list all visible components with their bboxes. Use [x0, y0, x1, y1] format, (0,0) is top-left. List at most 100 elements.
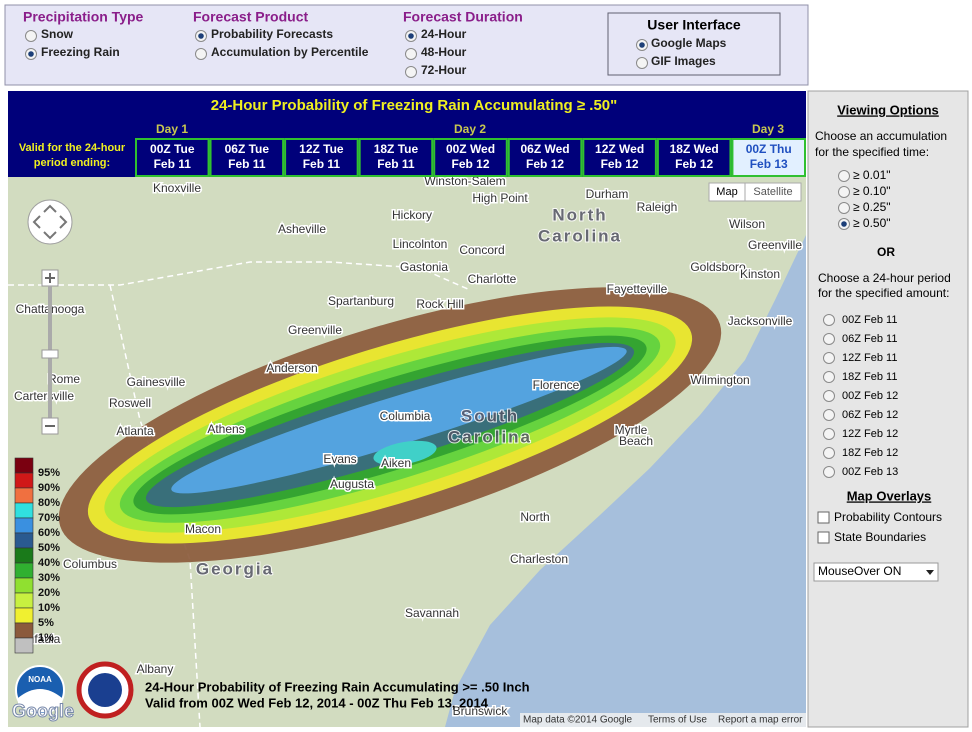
legend-label: 40% — [38, 557, 60, 569]
period-tab[interactable] — [656, 138, 732, 177]
group-title: Forecast Product — [193, 9, 308, 25]
state-label: Carolina — [448, 427, 532, 446]
option-label: 06Z Feb 12 — [842, 409, 898, 421]
period-line: 12Z Wed — [595, 142, 644, 156]
period-tab[interactable] — [731, 138, 807, 177]
radio[interactable] — [823, 333, 835, 345]
zoom-handle[interactable] — [41, 349, 59, 359]
radio-dot — [841, 221, 847, 227]
period-tab[interactable] — [358, 138, 434, 177]
option-label: GIF Images — [651, 54, 716, 68]
radio[interactable] — [25, 30, 37, 42]
legend-label: 50% — [38, 542, 60, 554]
group-title: Forecast Duration — [403, 9, 523, 25]
radio[interactable] — [823, 466, 835, 478]
day-label: Day 1 — [156, 122, 188, 136]
city-label: Gainesville — [127, 375, 186, 389]
day-label: Day 2 — [454, 122, 486, 136]
option-label: 72-Hour — [421, 63, 467, 77]
zoom-in-icon — [45, 273, 55, 283]
sidebar — [807, 90, 969, 728]
button-label: Satellite — [753, 186, 792, 198]
noaa-wave — [18, 689, 62, 713]
radio[interactable] — [838, 170, 850, 182]
city-label: Myrtle — [615, 423, 648, 437]
forecast-title: 24-Hour Probability of Freezing Rain Acc… — [211, 97, 618, 114]
radio[interactable] — [405, 48, 417, 60]
period-tab[interactable] — [507, 138, 583, 177]
city-label: Columbia — [380, 409, 431, 423]
radio[interactable] — [823, 371, 835, 383]
map-labels: Knoxville Asheville Winston-Salem Durham Ral… — [12, 177, 803, 720]
city-label: Florence — [533, 378, 580, 392]
radio[interactable] — [838, 186, 850, 198]
attribution-bar — [520, 713, 806, 727]
option-label: Probability Forecasts — [211, 27, 333, 41]
select[interactable] — [813, 562, 939, 582]
city-label: Athens — [207, 422, 244, 436]
period-tab[interactable] — [582, 138, 657, 177]
period-line: Feb 13 — [750, 157, 788, 171]
legend-label: 1% — [38, 632, 54, 644]
satellite-button[interactable] — [744, 182, 802, 202]
legend-swatch — [14, 562, 34, 579]
period-tab[interactable] — [135, 138, 210, 177]
legend-swatch — [14, 547, 34, 564]
period-tab[interactable] — [433, 138, 508, 177]
legend-label: 70% — [38, 512, 60, 524]
radio[interactable] — [838, 202, 850, 214]
legend-label: 20% — [38, 587, 60, 599]
city-label: Concord — [459, 243, 504, 257]
city-label: Asheville — [278, 222, 326, 236]
radio[interactable] — [823, 314, 835, 326]
noaa-text: NOAA — [28, 675, 52, 684]
valid-label: Valid for the 24-hour — [19, 142, 126, 154]
day-label: Day 3 — [752, 122, 784, 136]
radio-dot — [198, 33, 204, 39]
legend-swatch — [14, 457, 34, 474]
city-label: Roswell — [109, 396, 151, 410]
prompt: Choose an accumulation — [815, 129, 947, 143]
band-70 — [373, 440, 437, 466]
checkbox[interactable] — [817, 511, 830, 524]
radio[interactable] — [405, 66, 417, 78]
city-label: Goldsboro — [690, 260, 746, 274]
city-label: Fayetteville — [607, 282, 668, 296]
city-label: Lincolnton — [393, 237, 448, 251]
legend-swatch — [14, 577, 34, 594]
legend-swatch — [14, 532, 34, 549]
radio[interactable] — [823, 428, 835, 440]
radio[interactable] — [823, 390, 835, 402]
period-line: Feb 11 — [154, 157, 192, 171]
period-line: Feb 12 — [601, 157, 639, 171]
radio[interactable] — [823, 447, 835, 459]
radio[interactable] — [823, 352, 835, 364]
state-label: Carolina — [538, 226, 622, 245]
period-line: 00Z Tue — [150, 142, 195, 156]
option-label: ≥ 0.50" — [853, 216, 891, 230]
period-line: 12Z Tue — [299, 142, 344, 156]
period-tab[interactable] — [209, 138, 285, 177]
radio[interactable] — [823, 409, 835, 421]
select-arrow — [926, 570, 934, 575]
city-label: Beach — [619, 434, 653, 448]
nws-inner — [88, 673, 122, 707]
button-label: Map — [716, 186, 737, 198]
city-label: Macon — [185, 522, 221, 536]
option-label: 12Z Feb 11 — [842, 352, 897, 364]
city-label: Rome — [48, 372, 80, 386]
period-tab[interactable] — [284, 138, 359, 177]
city-label: Wilmington — [690, 373, 749, 387]
option-label: 00Z Feb 11 — [842, 314, 897, 326]
pan-control[interactable] — [27, 199, 73, 245]
checkbox[interactable] — [817, 531, 830, 544]
radio[interactable] — [636, 57, 648, 69]
city-label: Charlotte — [468, 272, 517, 286]
legend-label: 80% — [38, 497, 60, 509]
legend-swatch — [14, 487, 34, 504]
radio[interactable] — [195, 48, 207, 60]
prompt: for the specified time: — [815, 145, 929, 159]
option-label: Google Maps — [651, 36, 727, 50]
period-line: 06Z Wed — [520, 142, 569, 156]
